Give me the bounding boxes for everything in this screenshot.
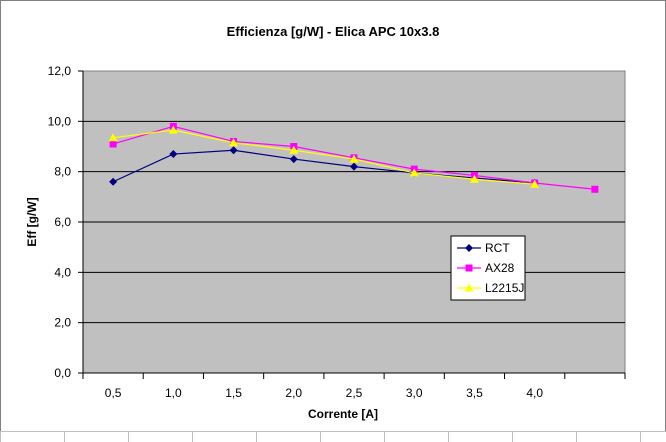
y-tick-label: 12,0 [48, 64, 72, 78]
x-tick-label: 0,5 [105, 386, 122, 400]
series-l2215j [108, 125, 540, 188]
data-point [289, 155, 298, 164]
data-point [591, 185, 599, 193]
data-point [229, 146, 238, 155]
y-tick-label: 10,0 [48, 114, 72, 128]
series-line [112, 149, 535, 184]
legend-entry: RCT [457, 241, 510, 255]
legend-label: AX28 [485, 261, 515, 275]
y-tick-label: 6,0 [54, 215, 71, 229]
y-tick-label: 2,0 [54, 316, 71, 330]
data-point [109, 177, 118, 186]
data-point [530, 179, 540, 188]
x-tick-label: 3,5 [466, 386, 483, 400]
x-axis-title: Corrente [A] [308, 407, 378, 421]
chart-title: Efficienza [g/W] - Elica APC 10x3.8 [227, 24, 440, 39]
data-point [109, 140, 117, 148]
legend-marker [464, 283, 474, 292]
data-point [229, 138, 239, 147]
x-tick-label: 2,5 [346, 386, 363, 400]
y-axis-title: Eff [g/W] [25, 197, 39, 246]
data-point [169, 150, 178, 159]
legend-entry: AX28 [457, 261, 515, 275]
data-point [289, 145, 299, 154]
spreadsheet-grid-strip [0, 431, 666, 442]
data-point [108, 133, 118, 142]
data-point [469, 174, 479, 183]
data-point [168, 125, 178, 134]
y-tick-label: 4,0 [54, 265, 71, 279]
x-tick-label: 2,0 [285, 386, 302, 400]
x-tick-label: 1,0 [165, 386, 182, 400]
legend: RCT AX28 L2215J [450, 235, 526, 301]
data-point [350, 162, 358, 171]
plot-area: 0,0 2,0 4,0 6,0 8,0 10,0 12,0 0,5 1,0 1,5 2,0 2,5 3,… [48, 64, 626, 400]
series-line [113, 129, 535, 185]
legend-label: RCT [485, 241, 510, 255]
legend-entry: L2215J [457, 281, 524, 295]
y-tick-label: 8,0 [54, 165, 71, 179]
y-tick-label: 0,0 [54, 366, 71, 380]
data-point [349, 154, 359, 163]
legend-marker [465, 264, 473, 272]
data-point [409, 168, 419, 177]
legend-label: L2215J [485, 281, 524, 295]
x-tick-label: 3,0 [406, 386, 423, 400]
x-tick-label: 4,0 [526, 386, 543, 400]
x-tick-label: 1,5 [225, 386, 242, 400]
legend-marker [465, 244, 473, 252]
